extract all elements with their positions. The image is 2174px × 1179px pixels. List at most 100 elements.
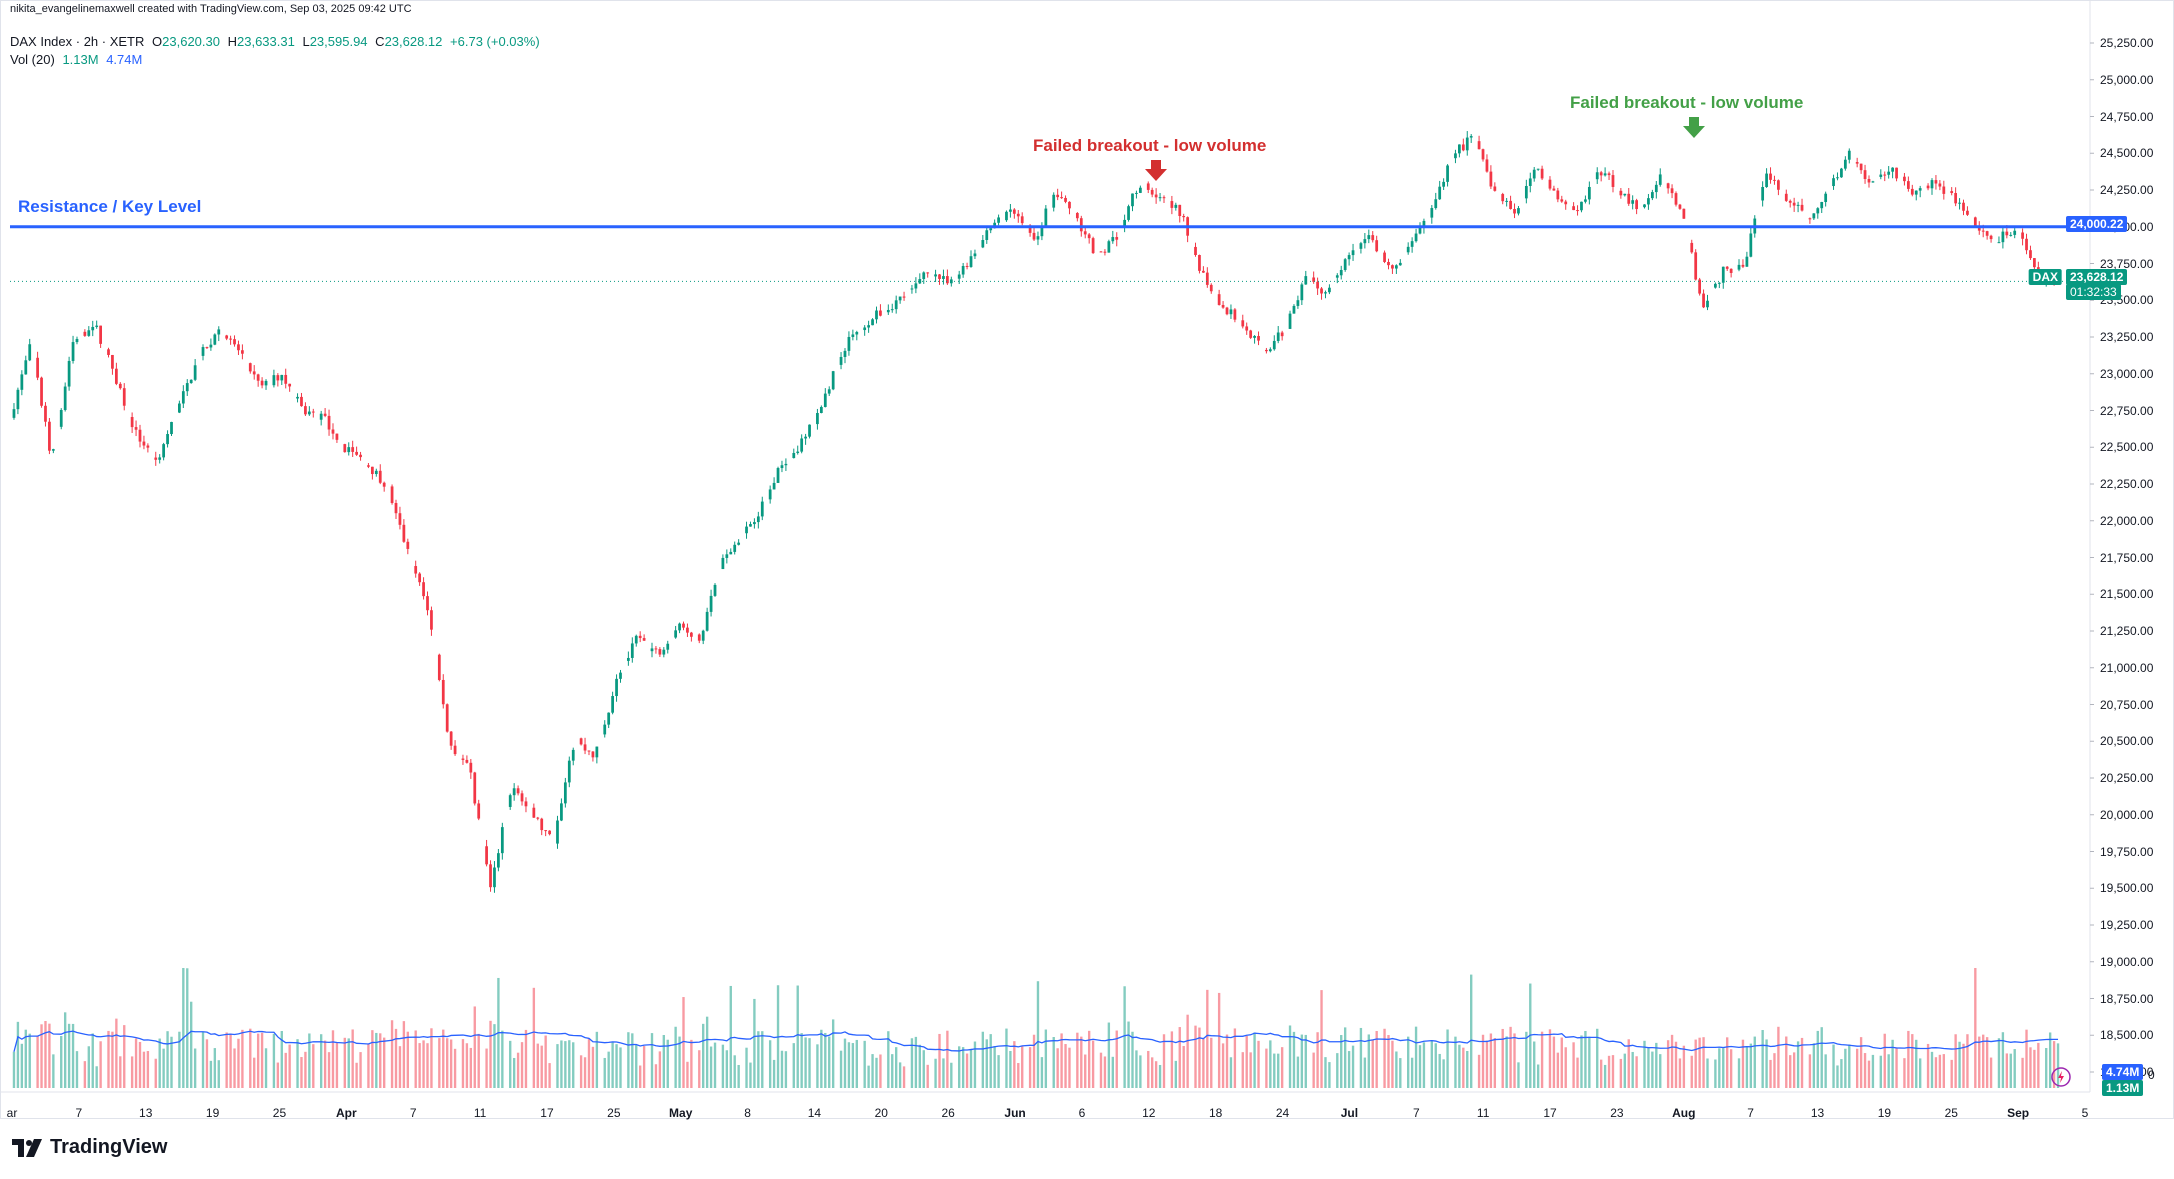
volume-bar: [331, 1030, 335, 1088]
failed-breakout-annotation-2[interactable]: Failed breakout - low volume: [1570, 93, 1804, 112]
volume-bar: [1032, 1034, 1036, 1088]
candle-body: [1328, 287, 1331, 293]
volume-bar: [1659, 1054, 1662, 1088]
alert-icon[interactable]: [2050, 1066, 2072, 1088]
volume-bar: [666, 1039, 669, 1088]
y-tick-label: 24,500.00: [2100, 146, 2154, 161]
candle-body: [1906, 181, 1910, 189]
candle-body: [71, 342, 75, 361]
candle-body: [1304, 276, 1308, 285]
volume-bar: [1580, 1035, 1583, 1088]
candle-body: [682, 623, 685, 628]
candle-body: [24, 360, 28, 375]
candle-body: [536, 817, 540, 819]
volume-bar: [343, 1037, 346, 1088]
volume-bar: [1414, 1026, 1418, 1088]
tradingview-logo[interactable]: TradingView: [12, 1136, 167, 1159]
volume-bar: [1666, 1040, 1670, 1088]
candle-body: [1717, 282, 1721, 284]
volume-bar: [1883, 1033, 1886, 1088]
candle-body: [1910, 188, 1914, 195]
candle-body: [847, 336, 851, 351]
candle-body: [804, 436, 807, 439]
volume-label[interactable]: Vol (20): [10, 52, 55, 67]
volume-bar: [170, 1036, 173, 1088]
volume-bar: [1989, 1057, 1993, 1088]
volume-bar: [1572, 1042, 1575, 1088]
candle-body: [1528, 178, 1532, 186]
volume-bar: [1363, 1057, 1367, 1088]
x-tick-label: 18: [1208, 1106, 1223, 1120]
volume-bar: [276, 1062, 280, 1088]
legend-price[interactable]: DAX Index · 2h · XETR O23,620.30 H23,633…: [10, 34, 544, 49]
volume-bar: [323, 1040, 327, 1088]
volume-bar: [1812, 1043, 1816, 1088]
volume-bar: [1434, 1043, 1437, 1088]
candle-body: [1079, 218, 1083, 232]
volume-bar: [178, 1031, 181, 1088]
candle-body: [166, 434, 169, 445]
volume-bar: [1210, 1037, 1213, 1088]
candle-body: [1855, 162, 1859, 164]
candle-body: [1123, 219, 1126, 228]
volume-bar: [2021, 1057, 2024, 1088]
volume-bar: [1836, 1065, 1839, 1088]
candle-body: [792, 452, 796, 459]
volume-bar: [193, 1048, 197, 1088]
symbol-label[interactable]: DAX Index · 2h · XETR: [10, 34, 145, 49]
x-tick-label: Jul: [1340, 1106, 1359, 1120]
volume-bar: [768, 1040, 772, 1088]
candle-body: [1170, 201, 1174, 208]
candle-body: [638, 635, 642, 639]
volume-bar: [473, 1006, 476, 1088]
candle-body: [99, 325, 102, 344]
volume-bar: [1044, 1029, 1048, 1088]
volume-bar: [981, 1031, 985, 1088]
x-tick-label: 17: [1543, 1106, 1557, 1120]
volume-bar: [1493, 1038, 1497, 1088]
volume-bar: [993, 1046, 996, 1088]
candle-body: [1930, 180, 1934, 189]
candle-body: [1678, 204, 1682, 209]
candle-body: [831, 371, 835, 390]
y-tick-label: 25,250.00: [2100, 36, 2154, 50]
resistance-annotation[interactable]: Resistance / Key Level: [18, 197, 202, 216]
candle-body: [441, 679, 445, 705]
candle-body: [1016, 213, 1020, 217]
candle-body: [1840, 168, 1843, 178]
candle-body: [1879, 174, 1883, 177]
volume-bar: [1182, 1046, 1185, 1088]
candle-body: [351, 447, 355, 452]
volume-bar: [390, 1020, 394, 1088]
x-tick-label: 23: [1610, 1106, 1624, 1120]
volume-bar: [1556, 1052, 1560, 1088]
candle-body: [1824, 193, 1828, 202]
volume-bar: [1513, 1033, 1516, 1088]
volume-bar: [1982, 1034, 1985, 1088]
candle-body: [1836, 177, 1839, 179]
volume-bar: [438, 1038, 441, 1088]
candle-body: [1091, 238, 1095, 254]
candle-body: [1918, 188, 1922, 191]
volume-bar: [1631, 1051, 1634, 1088]
failed-breakout-annotation-1[interactable]: Failed breakout - low volume: [1033, 136, 1267, 155]
volume-bar: [162, 1048, 165, 1088]
candle-body: [1556, 190, 1560, 200]
volume-bar: [1619, 1058, 1623, 1088]
candle-body: [343, 444, 347, 453]
volume-bar: [1997, 1038, 2001, 1088]
volume-bar: [958, 1046, 961, 1088]
candle-body: [1509, 200, 1512, 209]
candle-body: [1387, 261, 1390, 266]
legend-volume[interactable]: Vol (20) 1.13M 4.74M: [10, 52, 146, 67]
volume-bar: [1915, 1039, 1918, 1088]
volume-bar: [111, 1031, 114, 1088]
candle-body: [1138, 187, 1142, 193]
volume-bar: [1891, 1039, 1894, 1088]
volume-ma-tag: 4.74M: [2102, 1064, 2144, 1080]
candle-body: [516, 788, 520, 794]
volume-bar: [855, 1039, 858, 1088]
volume-bar: [430, 1028, 433, 1088]
y-tick-label: 23,750.00: [2100, 256, 2154, 271]
